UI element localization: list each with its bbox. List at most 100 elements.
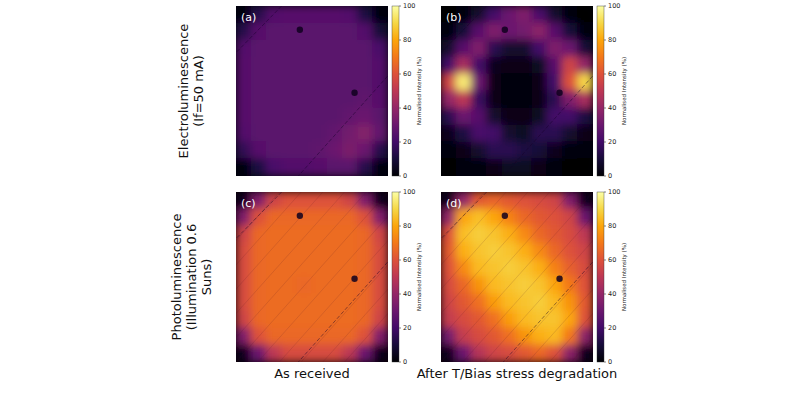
cell <box>577 91 593 109</box>
finger <box>236 192 323 362</box>
cell <box>266 57 282 75</box>
cell <box>372 294 388 312</box>
cells <box>236 192 388 362</box>
finger <box>441 192 571 362</box>
cell <box>372 311 388 329</box>
contact-dot <box>351 90 357 96</box>
cell <box>251 345 267 363</box>
busbars <box>236 6 388 176</box>
cell <box>547 6 563 24</box>
cell <box>357 142 373 160</box>
cell <box>327 57 343 75</box>
cell <box>251 40 267 58</box>
contact-dot <box>297 27 303 33</box>
cell <box>471 209 487 227</box>
cell <box>357 108 373 126</box>
cell <box>327 159 343 177</box>
cell <box>342 6 358 24</box>
finger <box>484 192 593 362</box>
cell <box>266 142 282 160</box>
cell <box>456 277 472 295</box>
cell <box>577 294 593 312</box>
figure: Electroluminescence(If=50 mA)Photolumine… <box>0 0 800 396</box>
cell <box>296 57 312 75</box>
cell <box>501 243 517 261</box>
finger <box>236 192 279 362</box>
cell <box>236 277 252 295</box>
cell <box>532 91 548 109</box>
cell <box>236 243 252 261</box>
cell <box>456 57 472 75</box>
cell <box>281 74 297 92</box>
cell <box>517 277 533 295</box>
cell <box>517 294 533 312</box>
cell <box>372 159 388 177</box>
cell <box>372 57 388 75</box>
cell <box>532 142 548 160</box>
cell <box>486 277 502 295</box>
busbar <box>441 192 487 246</box>
colorbar <box>597 6 604 176</box>
panel-label: (d) <box>446 197 462 210</box>
cell <box>441 226 457 244</box>
row-label: Electroluminescence <box>176 24 191 159</box>
colorbar-tick-label: 20 <box>608 324 616 332</box>
cell <box>577 311 593 329</box>
cell <box>501 91 517 109</box>
finger <box>258 192 388 362</box>
cell <box>517 91 533 109</box>
colorbar-tick <box>604 108 606 109</box>
cell <box>296 328 312 346</box>
cell <box>471 91 487 109</box>
cell <box>501 328 517 346</box>
colorbar-tick-label: 80 <box>608 222 616 230</box>
busbar <box>496 253 593 362</box>
cell <box>532 23 548 41</box>
cell <box>357 277 373 295</box>
cell <box>281 159 297 177</box>
cell <box>486 311 502 329</box>
cell <box>501 6 517 24</box>
cell <box>562 142 578 160</box>
colorbar-tick-label: 0 <box>608 358 612 366</box>
cell <box>471 294 487 312</box>
busbars <box>441 192 593 362</box>
cell <box>251 260 267 278</box>
cell <box>312 277 328 295</box>
cell <box>342 125 358 143</box>
cell <box>486 260 502 278</box>
cell <box>357 57 373 75</box>
cell <box>327 6 343 24</box>
cell <box>577 108 593 126</box>
cell <box>532 159 548 177</box>
colorbar-tick <box>399 226 401 227</box>
cell <box>372 40 388 58</box>
cell <box>517 243 533 261</box>
cell <box>342 294 358 312</box>
cell <box>517 192 533 210</box>
colorbar-tick-label: 80 <box>608 36 616 44</box>
cell <box>547 74 563 92</box>
finger <box>301 192 388 362</box>
cell <box>441 311 457 329</box>
cell <box>517 125 533 143</box>
cell <box>456 345 472 363</box>
cell <box>547 192 563 210</box>
cell <box>501 74 517 92</box>
cell <box>471 260 487 278</box>
colorbar-tick-label: 0 <box>608 172 612 180</box>
cell <box>281 226 297 244</box>
cell <box>577 345 593 363</box>
cell <box>577 209 593 227</box>
colorbar-tick <box>604 260 606 261</box>
cell <box>312 192 328 210</box>
cell <box>266 345 282 363</box>
plot-background <box>236 192 388 362</box>
cell <box>517 108 533 126</box>
cell <box>547 328 563 346</box>
cell <box>562 311 578 329</box>
cell <box>532 6 548 24</box>
cell <box>312 328 328 346</box>
panel-label: (b) <box>446 11 462 24</box>
cell <box>372 209 388 227</box>
